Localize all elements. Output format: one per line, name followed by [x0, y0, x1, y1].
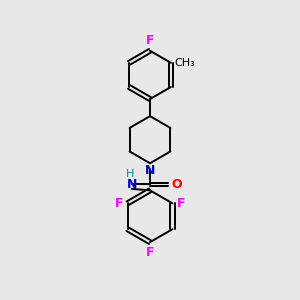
- Text: H: H: [126, 169, 134, 179]
- Text: F: F: [115, 197, 123, 210]
- Text: F: F: [177, 197, 185, 210]
- Text: N: N: [127, 178, 137, 191]
- Text: F: F: [146, 34, 154, 47]
- Text: O: O: [172, 178, 182, 191]
- Text: N: N: [145, 164, 155, 177]
- Text: F: F: [146, 246, 154, 259]
- Text: CH₃: CH₃: [174, 58, 195, 68]
